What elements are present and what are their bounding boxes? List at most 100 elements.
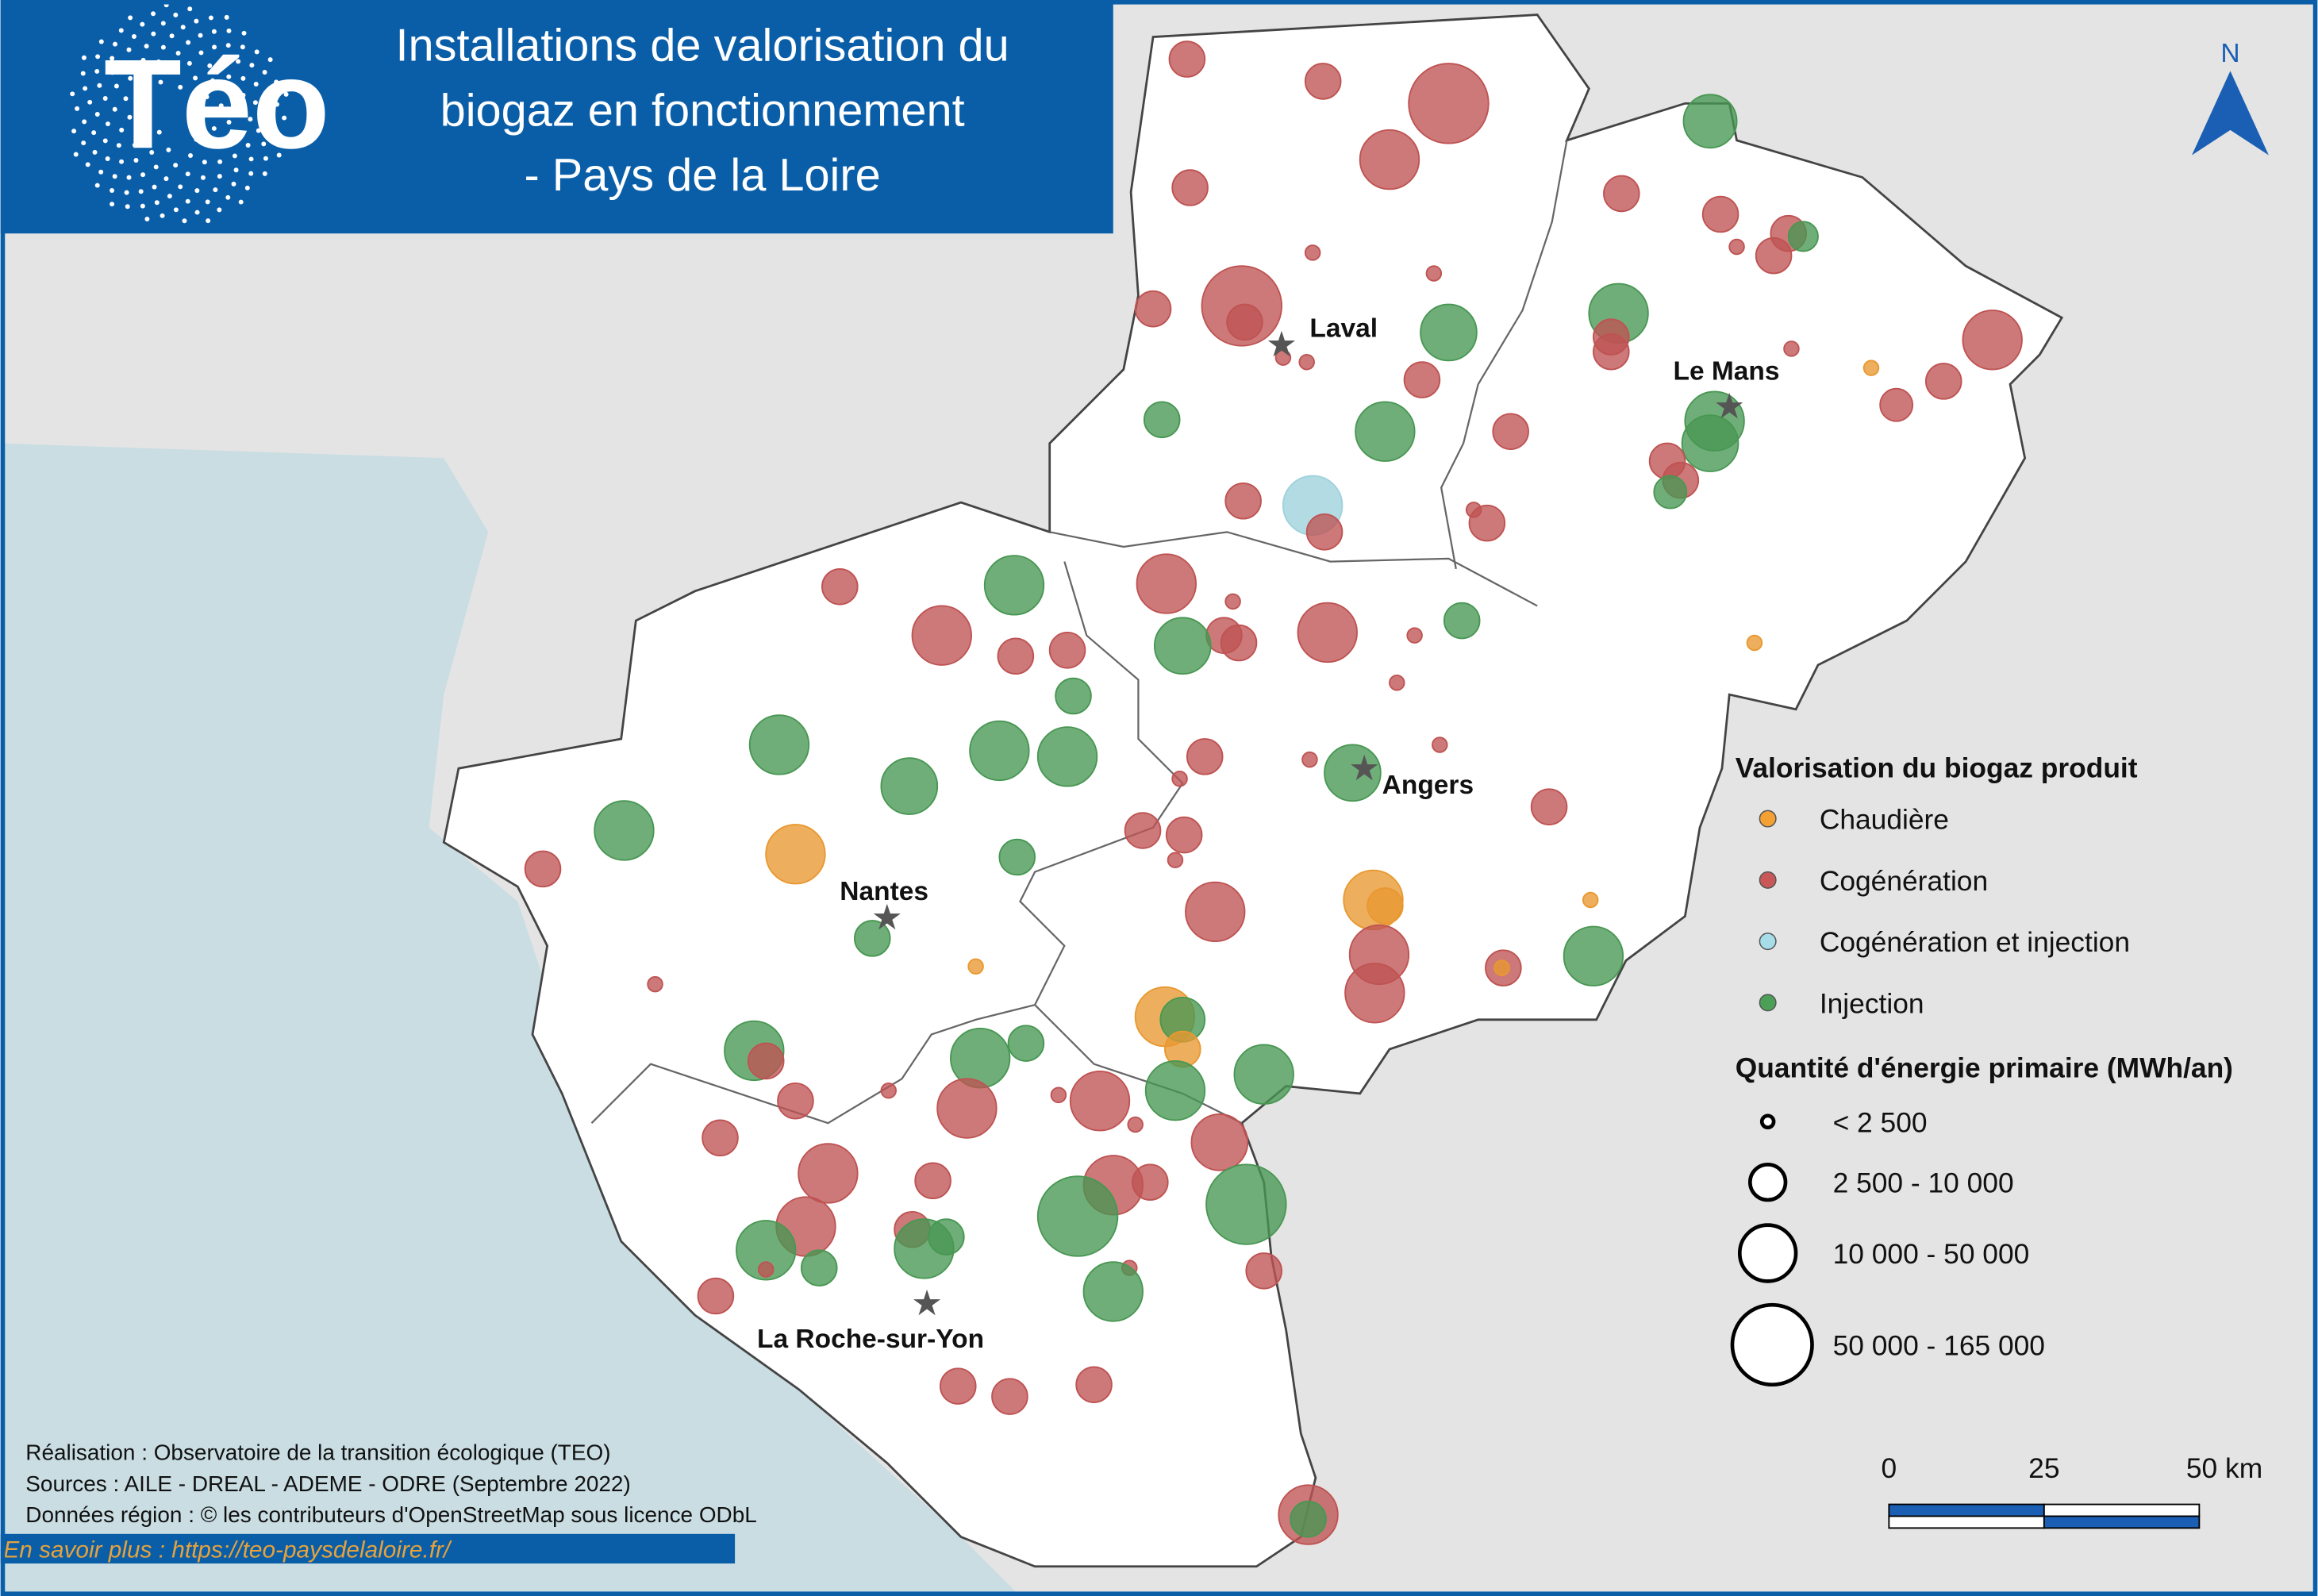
logo-dot (182, 218, 187, 224)
logo-dot (131, 33, 136, 39)
logo-dot (160, 44, 166, 50)
legend-marker (1759, 933, 1777, 951)
logo-dot (175, 51, 181, 56)
size-label: 50 000 - 165 000 (1833, 1330, 2045, 1361)
installation (777, 1082, 814, 1120)
scale-label: 50 km (2186, 1453, 2262, 1484)
city-star: ★ (911, 1284, 943, 1323)
logo-dot (105, 121, 110, 127)
logo-dot (140, 203, 145, 209)
installation (1603, 175, 1640, 213)
installation (1305, 513, 1344, 551)
city-star: ★ (1266, 325, 1297, 364)
size-circle (1747, 1162, 1788, 1202)
installation (1728, 238, 1745, 256)
logo-dot (113, 41, 117, 47)
installation (1226, 303, 1263, 341)
logo-dot (224, 14, 229, 20)
installation (1359, 129, 1420, 190)
logo-dot (143, 74, 148, 79)
legend-label: Cogénération et injection (1820, 927, 2130, 958)
installation (702, 1119, 739, 1157)
installation (1007, 1025, 1045, 1062)
installation (1167, 852, 1184, 868)
installation (1492, 413, 1529, 450)
installation (1048, 632, 1086, 669)
installation (1168, 40, 1206, 78)
logo-dot (212, 44, 217, 50)
logo-dot (158, 79, 163, 85)
logo-dot (153, 164, 159, 170)
logo-dot (194, 18, 199, 24)
size-circle (1730, 1302, 1814, 1387)
logo-dot (140, 172, 146, 178)
installation (1205, 1163, 1287, 1245)
city-star: ★ (1713, 387, 1745, 426)
installation (1171, 771, 1188, 787)
installation (853, 920, 891, 957)
logo-dot (81, 55, 86, 60)
logo: Téo (104, 33, 330, 175)
logo-dot (185, 198, 190, 204)
logo-dot (178, 184, 183, 190)
installation (950, 1028, 1011, 1089)
logo-dot (94, 68, 100, 74)
logo-dot (112, 106, 117, 112)
logo-dot (205, 199, 210, 205)
logo-dot (94, 112, 100, 117)
installation (1304, 63, 1342, 100)
logo-dot (252, 100, 258, 106)
logo-dot (187, 6, 193, 12)
installation (748, 714, 810, 775)
logo-dot (226, 28, 232, 33)
logo-dot (244, 185, 250, 190)
logo-dot (262, 171, 267, 176)
installation (1582, 891, 1599, 909)
logo-dot (218, 103, 224, 109)
logo-dot (241, 30, 247, 36)
logo-dot (127, 114, 133, 120)
installation (991, 1378, 1028, 1415)
logo-dot (91, 130, 97, 136)
installation (1297, 602, 1358, 663)
logo-dot (225, 90, 231, 94)
logo-dot (225, 194, 231, 200)
installation (1036, 726, 1098, 787)
city-star: ★ (871, 898, 903, 937)
logo-dot (206, 218, 211, 224)
scale-label: 25 (2028, 1453, 2059, 1484)
link[interactable]: En savoir plus : https://teo-paysdelaloi… (3, 1537, 452, 1563)
logo-dot (166, 147, 171, 152)
installation (1165, 816, 1203, 854)
logo-dot (112, 174, 117, 179)
logo-dot (217, 174, 222, 179)
logo-dot (238, 130, 244, 136)
logo-dot (263, 110, 268, 116)
logo-dot (186, 40, 191, 45)
logo-dot (152, 184, 157, 190)
installation (1190, 1113, 1249, 1171)
logo-dot (126, 47, 132, 52)
legend-label: Chaudière (1820, 805, 1949, 836)
logo-dot (169, 33, 175, 39)
logo-dot (144, 217, 150, 221)
city-label: Le Mans (1673, 357, 1779, 387)
logo-dot (226, 74, 232, 79)
logo-dot (248, 171, 254, 176)
logo-dot (270, 122, 275, 128)
installation (1432, 736, 1448, 753)
logo-dot (245, 143, 251, 148)
logo-dot (202, 160, 207, 165)
logo-dot (204, 94, 210, 100)
installation (880, 757, 939, 815)
legend-label: Cogénération (1820, 866, 1988, 897)
installation (1682, 94, 1738, 149)
logo-dot (236, 108, 241, 113)
installation (800, 1249, 838, 1286)
installation (1075, 1366, 1113, 1404)
logo-dot (217, 159, 223, 164)
title-line: - Pays de la Loire (525, 150, 881, 201)
legend-marker (1759, 871, 1777, 889)
logo-dot (87, 99, 93, 105)
